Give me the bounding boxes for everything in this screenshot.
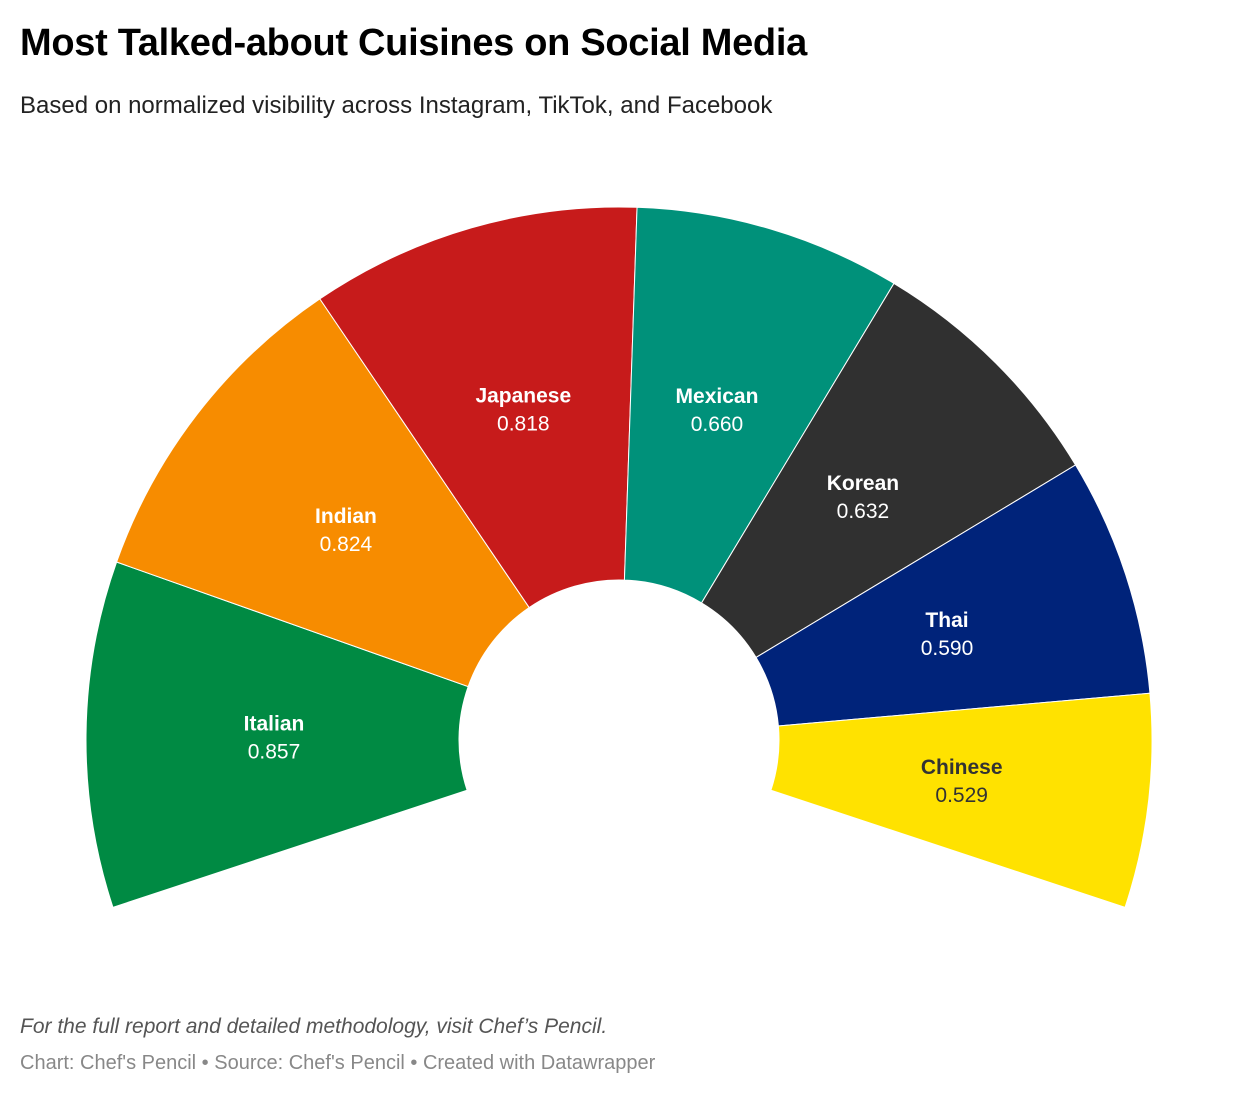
slice-value-label: 0.818 [497, 413, 550, 436]
chart-credit: Chart: Chef's Pencil [20, 1052, 197, 1074]
slice-label: Japanese [475, 385, 571, 408]
slice-label: Mexican [676, 385, 759, 408]
slice-label: Chinese [921, 756, 1003, 779]
slice-label: Italian [244, 712, 305, 735]
separator: • [404, 1052, 423, 1074]
slice-value-label: 0.590 [921, 637, 974, 660]
slice-label: Korean [827, 472, 899, 495]
slice-indian [115, 298, 530, 688]
slice-label: Indian [315, 505, 377, 528]
datawrapper-credit: Created with Datawrapper [422, 1052, 656, 1074]
separator: • [196, 1052, 215, 1074]
slice-label: Thai [925, 609, 968, 632]
slice-value-label: 0.857 [248, 740, 301, 763]
slice-value-label: 0.529 [935, 784, 988, 807]
footer-note: For the full report and detailed methodo… [20, 1015, 608, 1038]
slice-chinese [770, 692, 1153, 908]
slice-japanese [319, 206, 638, 609]
slice-thai [755, 464, 1151, 727]
chart-title: Most Talked-about Cuisines on Social Med… [20, 22, 807, 64]
source-credit: Source: Chef's Pencil [214, 1052, 405, 1074]
slice-italian [85, 561, 469, 908]
slice-korean [700, 282, 1077, 659]
slice-value-label: 0.660 [691, 413, 744, 436]
slice-value-label: 0.824 [320, 533, 373, 556]
slice-value-label: 0.632 [837, 500, 890, 523]
chart-subtitle: Based on normalized visibility across In… [20, 92, 773, 119]
footer-byline: Chart: Chef's Pencil • Source: Chef's Pe… [20, 1052, 655, 1075]
slice-mexican [623, 206, 895, 604]
half-donut-chart: Italian 0.857 Indian 0.824 Japanese 0.818 Mexi… [85, 206, 1153, 908]
